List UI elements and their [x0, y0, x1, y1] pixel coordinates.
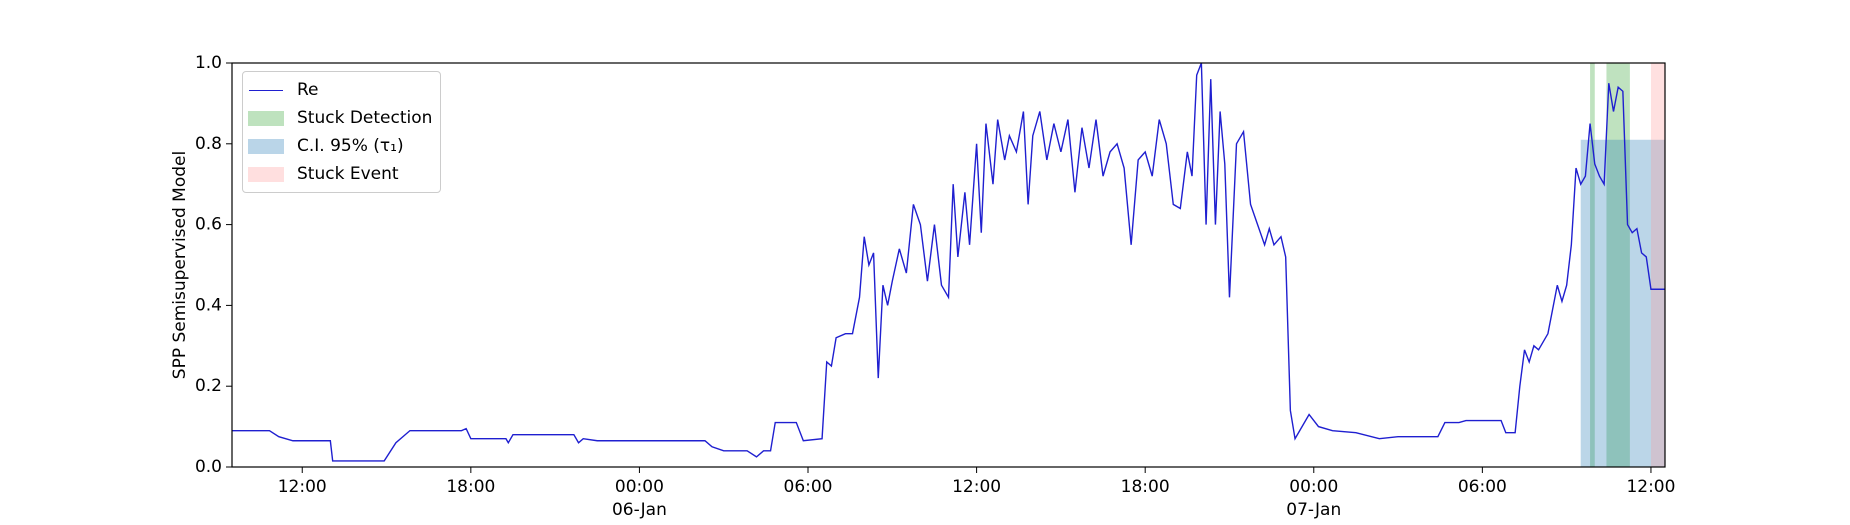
legend-entry: C.I. 95% (τ₁): [248, 132, 432, 160]
x-tick-label: 00:00 07-Jan: [1286, 477, 1342, 520]
y-tick-label: 0.0: [195, 457, 222, 477]
x-tick-label: 12:00: [1626, 477, 1676, 497]
span-region: [1580, 139, 1665, 467]
x-tick-label: 06:00: [1457, 477, 1507, 497]
legend-entry: Stuck Detection: [248, 104, 433, 132]
y-tick-label: 0.8: [195, 134, 222, 154]
legend-label: Re: [297, 80, 319, 100]
x-tick-label: 12:00: [952, 477, 1002, 497]
legend: Re Stuck Detection C.I. 95% (τ₁) Stuck Even…: [242, 71, 442, 193]
y-tick-label: 1.0: [195, 53, 222, 73]
x-tick-label: 12:00: [277, 477, 327, 497]
legend-swatch: [248, 138, 284, 154]
x-tick-label: 18:00: [1120, 477, 1170, 497]
legend-swatch: [249, 89, 283, 91]
y-tick-label: 0.4: [195, 295, 222, 315]
legend-swatch: [248, 166, 284, 182]
legend-entry: Stuck Event: [248, 160, 432, 188]
span-region: [1590, 63, 1595, 467]
x-tick-label: 00:00 06-Jan 1900: [611, 477, 667, 525]
plot-frame: [231, 62, 1666, 468]
legend-label: C.I. 95% (τ₁): [297, 136, 404, 156]
legend-label: Stuck Detection: [297, 108, 433, 128]
x-tick-label: 06:00: [783, 477, 833, 497]
legend-entry: Re: [249, 76, 432, 104]
spans: [1580, 63, 1665, 467]
x-tick-label: 18:00: [446, 477, 496, 497]
y-tick-label: 0.6: [195, 215, 222, 235]
span-region: [1606, 63, 1630, 467]
y-tick-label: 0.2: [195, 376, 222, 396]
legend-label: Stuck Event: [297, 164, 399, 184]
legend-swatch: [248, 110, 284, 126]
data-line: [232, 62, 1665, 462]
y-axis-label: SPP Semisupervised Model: [170, 151, 190, 379]
span-region: [1650, 63, 1665, 467]
